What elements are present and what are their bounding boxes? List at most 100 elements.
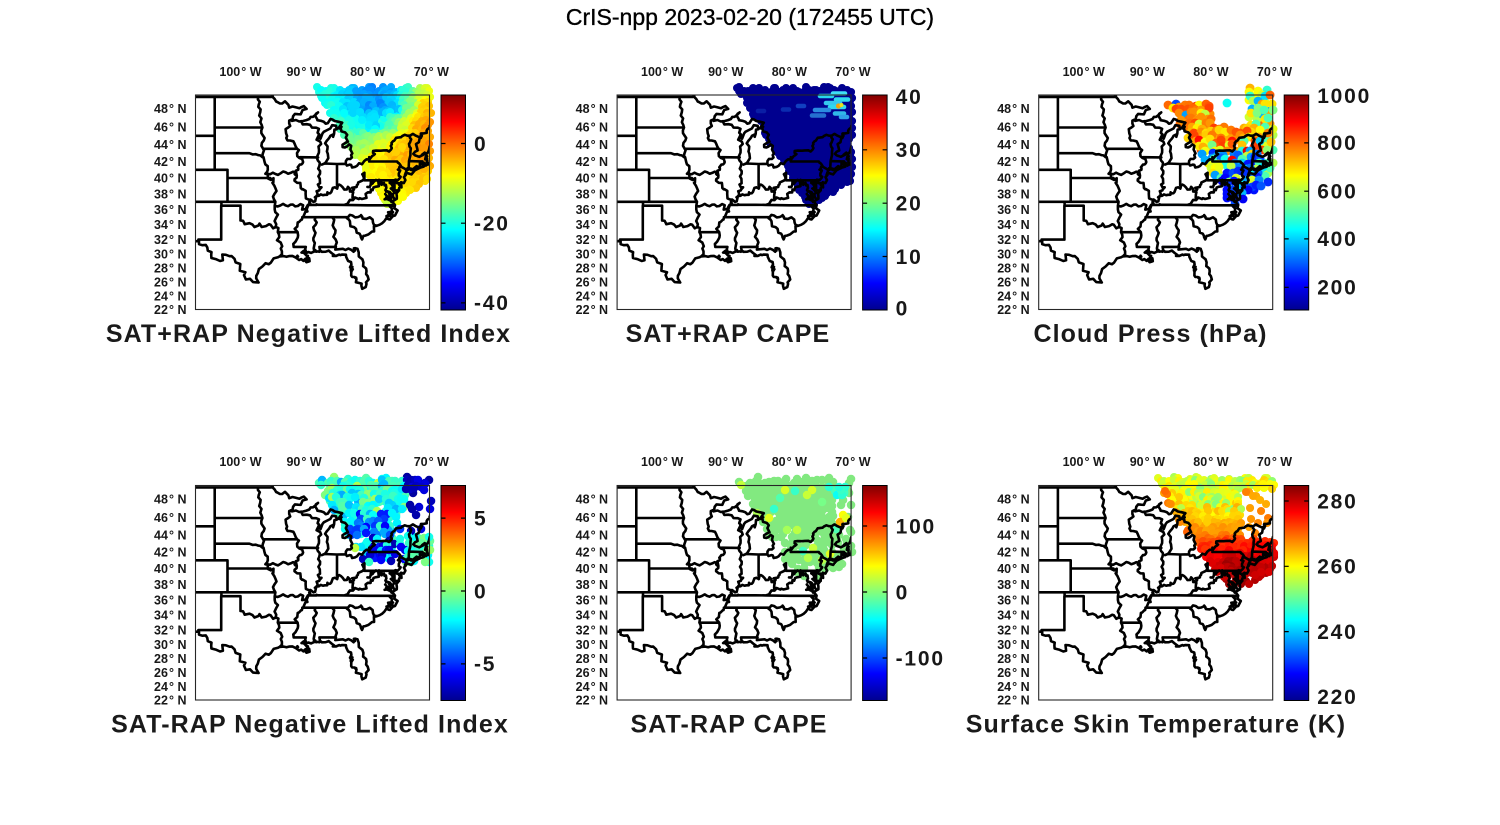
svg-text:100 ° W: 100 ° W xyxy=(219,65,261,79)
svg-text:30: 30 xyxy=(896,139,923,162)
svg-text:42 ° N: 42 ° N xyxy=(154,545,186,559)
svg-text:0: 0 xyxy=(896,297,909,320)
svg-text:400: 400 xyxy=(1317,228,1357,251)
svg-text:0: 0 xyxy=(896,581,909,604)
svg-text:220: 220 xyxy=(1317,686,1357,709)
svg-text:42 ° N: 42 ° N xyxy=(154,155,186,169)
svg-text:0: 0 xyxy=(474,580,487,603)
svg-text:80 ° W: 80 ° W xyxy=(1193,455,1228,469)
svg-text:36 ° N: 36 ° N xyxy=(576,203,608,217)
svg-text:26 ° N: 26 ° N xyxy=(997,666,1029,680)
svg-text:28 ° N: 28 ° N xyxy=(576,262,608,276)
svg-text:40 ° N: 40 ° N xyxy=(576,562,608,576)
svg-text:30 ° N: 30 ° N xyxy=(154,638,186,652)
svg-text:20: 20 xyxy=(896,193,923,216)
svg-text:34 ° N: 34 ° N xyxy=(576,609,608,623)
svg-text:26 ° N: 26 ° N xyxy=(576,666,608,680)
svg-text:24 ° N: 24 ° N xyxy=(576,680,608,694)
svg-text:100 ° W: 100 ° W xyxy=(1063,455,1105,469)
svg-text:38 ° N: 38 ° N xyxy=(154,578,186,592)
svg-text:40 ° N: 40 ° N xyxy=(997,562,1029,576)
svg-text:46 ° N: 46 ° N xyxy=(997,120,1029,134)
svg-text:SAT+RAP Negative Lifted Index: SAT+RAP Negative Lifted Index xyxy=(106,320,511,348)
svg-text:34 ° N: 34 ° N xyxy=(997,609,1029,623)
svg-text:30 ° N: 30 ° N xyxy=(997,638,1029,652)
svg-text:5: 5 xyxy=(474,507,487,530)
svg-text:32 ° N: 32 ° N xyxy=(997,233,1029,247)
svg-text:26 ° N: 26 ° N xyxy=(576,276,608,290)
svg-text:80 ° W: 80 ° W xyxy=(350,65,385,79)
svg-text:Surface Skin Temperature (K): Surface Skin Temperature (K) xyxy=(966,711,1346,739)
svg-text:46 ° N: 46 ° N xyxy=(997,511,1029,525)
svg-text:44 ° N: 44 ° N xyxy=(154,138,186,152)
svg-text:SAT-RAP CAPE: SAT-RAP CAPE xyxy=(630,711,827,739)
svg-text:48 ° N: 48 ° N xyxy=(154,102,186,116)
svg-text:80 ° W: 80 ° W xyxy=(772,455,807,469)
svg-text:26 ° N: 26 ° N xyxy=(154,276,186,290)
svg-text:44 ° N: 44 ° N xyxy=(576,138,608,152)
svg-text:32 ° N: 32 ° N xyxy=(997,624,1029,638)
svg-text:22 ° N: 22 ° N xyxy=(997,693,1029,707)
svg-text:-100: -100 xyxy=(896,647,945,670)
svg-text:28 ° N: 28 ° N xyxy=(997,262,1029,276)
svg-text:40 ° N: 40 ° N xyxy=(154,562,186,576)
svg-text:28 ° N: 28 ° N xyxy=(997,652,1029,666)
svg-text:32 ° N: 32 ° N xyxy=(576,233,608,247)
svg-text:32 ° N: 32 ° N xyxy=(154,624,186,638)
svg-text:44 ° N: 44 ° N xyxy=(997,528,1029,542)
svg-text:46 ° N: 46 ° N xyxy=(154,120,186,134)
svg-text:CrIS-npp 2023-02-20 (172455 UT: CrIS-npp 2023-02-20 (172455 UTC) xyxy=(566,4,934,30)
svg-text:32 ° N: 32 ° N xyxy=(154,233,186,247)
svg-text:28 ° N: 28 ° N xyxy=(154,652,186,666)
svg-text:26 ° N: 26 ° N xyxy=(997,276,1029,290)
svg-text:200: 200 xyxy=(1317,277,1357,300)
svg-text:90 ° W: 90 ° W xyxy=(286,455,321,469)
svg-text:-5: -5 xyxy=(474,653,496,676)
svg-text:24 ° N: 24 ° N xyxy=(997,680,1029,694)
svg-text:22 ° N: 22 ° N xyxy=(154,693,186,707)
svg-text:90 ° W: 90 ° W xyxy=(708,65,743,79)
svg-text:280: 280 xyxy=(1317,490,1357,513)
svg-text:42 ° N: 42 ° N xyxy=(576,545,608,559)
svg-text:800: 800 xyxy=(1317,132,1357,155)
svg-text:30 ° N: 30 ° N xyxy=(576,248,608,262)
svg-text:Cloud Press (hPa): Cloud Press (hPa) xyxy=(1033,320,1267,348)
svg-text:44 ° N: 44 ° N xyxy=(154,528,186,542)
svg-text:SAT+RAP CAPE: SAT+RAP CAPE xyxy=(626,320,831,348)
svg-text:-20: -20 xyxy=(474,213,510,236)
svg-text:22 ° N: 22 ° N xyxy=(997,303,1029,317)
svg-text:40 ° N: 40 ° N xyxy=(997,171,1029,185)
svg-text:1000: 1000 xyxy=(1317,85,1371,108)
svg-text:30 ° N: 30 ° N xyxy=(997,248,1029,262)
svg-text:26 ° N: 26 ° N xyxy=(154,666,186,680)
svg-text:44 ° N: 44 ° N xyxy=(576,528,608,542)
svg-text:40 ° N: 40 ° N xyxy=(576,171,608,185)
svg-text:46 ° N: 46 ° N xyxy=(576,511,608,525)
svg-text:90 ° W: 90 ° W xyxy=(1130,65,1165,79)
svg-text:42 ° N: 42 ° N xyxy=(576,155,608,169)
svg-text:30 ° N: 30 ° N xyxy=(576,638,608,652)
svg-text:48 ° N: 48 ° N xyxy=(576,102,608,116)
svg-text:24 ° N: 24 ° N xyxy=(154,680,186,694)
svg-text:38 ° N: 38 ° N xyxy=(997,578,1029,592)
svg-text:42 ° N: 42 ° N xyxy=(997,545,1029,559)
svg-text:46 ° N: 46 ° N xyxy=(576,120,608,134)
svg-text:24 ° N: 24 ° N xyxy=(154,289,186,303)
svg-text:44 ° N: 44 ° N xyxy=(997,138,1029,152)
svg-text:40: 40 xyxy=(896,86,923,109)
svg-text:80 ° W: 80 ° W xyxy=(1193,65,1228,79)
svg-text:38 ° N: 38 ° N xyxy=(997,187,1029,201)
svg-text:0: 0 xyxy=(474,133,487,156)
svg-text:100: 100 xyxy=(896,515,936,538)
svg-text:240: 240 xyxy=(1317,621,1357,644)
svg-text:48 ° N: 48 ° N xyxy=(997,102,1029,116)
svg-text:36 ° N: 36 ° N xyxy=(997,594,1029,608)
svg-text:22 ° N: 22 ° N xyxy=(576,303,608,317)
svg-text:30 ° N: 30 ° N xyxy=(154,248,186,262)
svg-text:70 ° W: 70 ° W xyxy=(414,455,449,469)
svg-text:34 ° N: 34 ° N xyxy=(576,218,608,232)
svg-text:36 ° N: 36 ° N xyxy=(576,594,608,608)
svg-text:24 ° N: 24 ° N xyxy=(576,289,608,303)
svg-text:100 ° W: 100 ° W xyxy=(1063,65,1105,79)
svg-text:46 ° N: 46 ° N xyxy=(154,511,186,525)
